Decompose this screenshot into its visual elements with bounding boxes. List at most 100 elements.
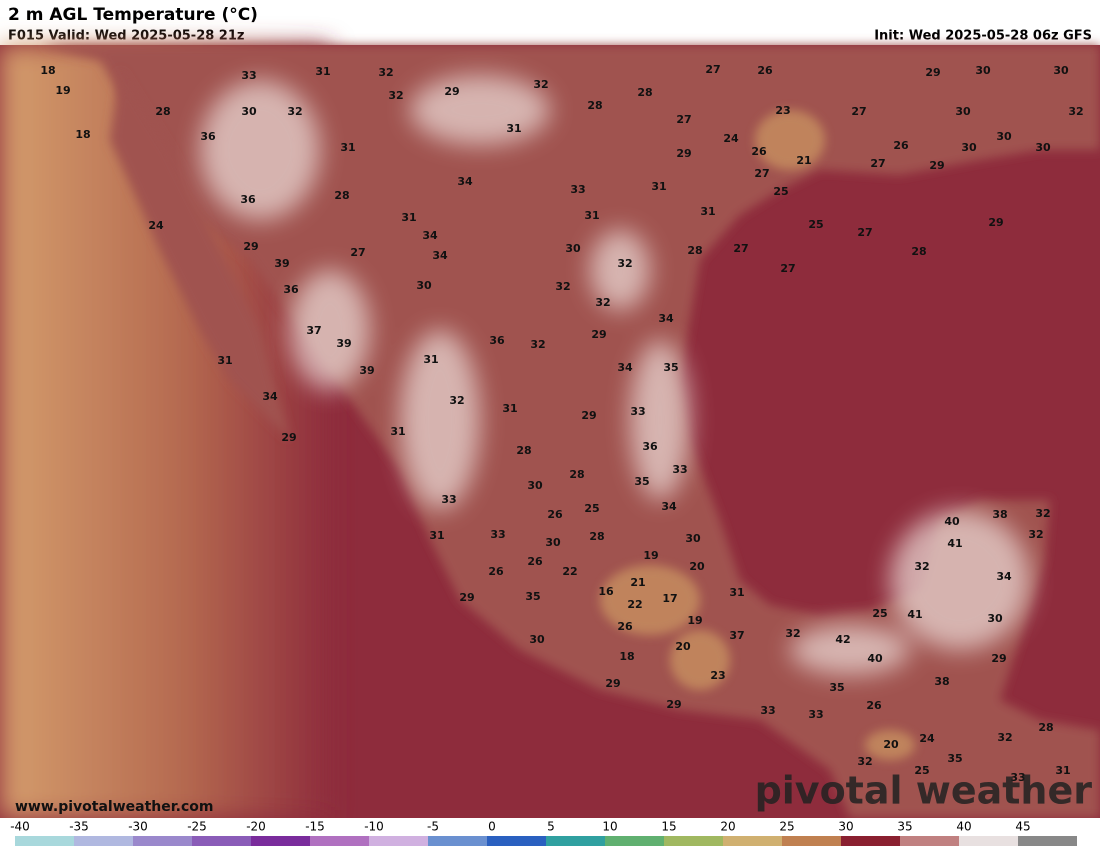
temperature-label: 35 bbox=[525, 590, 540, 603]
temperature-label: 33 bbox=[672, 463, 687, 476]
temperature-label: 30 bbox=[565, 242, 581, 255]
temperature-label: 32 bbox=[378, 66, 393, 79]
colorbar-segment bbox=[310, 836, 369, 846]
temperature-label: 29 bbox=[676, 147, 691, 160]
colorbar-segment bbox=[546, 836, 605, 846]
colorbar-tick-label: -25 bbox=[187, 820, 207, 834]
temperature-label: 31 bbox=[506, 122, 521, 135]
temperature-label: 25 bbox=[914, 764, 929, 777]
temperature-label: 31 bbox=[729, 586, 744, 599]
temperature-label: 32 bbox=[997, 731, 1012, 744]
valid-time: F015 Valid: Wed 2025-05-28 21z bbox=[8, 29, 244, 44]
temperature-label: 26 bbox=[617, 620, 633, 633]
colorbar-segment bbox=[900, 836, 959, 846]
temperature-label: 31 bbox=[401, 211, 416, 224]
temperature-label: 32 bbox=[388, 89, 403, 102]
colorbar-segment bbox=[15, 836, 74, 846]
temperature-label: 32 bbox=[595, 296, 610, 309]
temperature-label: 28 bbox=[589, 530, 604, 543]
temperature-label: 32 bbox=[449, 394, 464, 407]
temperature-label: 37 bbox=[729, 629, 744, 642]
temperature-label: 30 bbox=[961, 141, 977, 154]
temperature-label: 27 bbox=[733, 242, 748, 255]
temperature-label: 29 bbox=[991, 652, 1006, 665]
temperature-label: 34 bbox=[617, 361, 633, 374]
temperature-label: 40 bbox=[944, 515, 960, 528]
colorbar-tick-label: 10 bbox=[602, 820, 617, 834]
temperature-label: 35 bbox=[829, 681, 844, 694]
temperature-label: 26 bbox=[751, 145, 767, 158]
temperature-label: 30 bbox=[241, 105, 257, 118]
temperature-label: 31 bbox=[423, 353, 438, 366]
temperature-label: 27 bbox=[780, 262, 795, 275]
temperature-label: 23 bbox=[775, 104, 790, 117]
temperature-label: 34 bbox=[996, 570, 1012, 583]
colorbar-segment bbox=[369, 836, 428, 846]
temperature-label: 25 bbox=[872, 607, 887, 620]
temperature-label: 36 bbox=[283, 283, 299, 296]
temperature-label: 32 bbox=[857, 755, 872, 768]
temperature-label: 34 bbox=[432, 249, 448, 262]
temperature-label: 27 bbox=[350, 246, 365, 259]
temperature-label: 19 bbox=[55, 84, 70, 97]
colorbar-tick-label: 45 bbox=[1015, 820, 1030, 834]
temperature-label: 29 bbox=[459, 591, 474, 604]
temperature-label: 26 bbox=[866, 699, 882, 712]
temperature-label: 18 bbox=[75, 128, 90, 141]
temperature-label: 36 bbox=[642, 440, 658, 453]
temperature-label: 28 bbox=[911, 245, 926, 258]
temperature-label: 20 bbox=[883, 738, 899, 751]
temperature-label: 29 bbox=[581, 409, 596, 422]
colorbar-segment bbox=[959, 836, 1018, 846]
map bbox=[0, 45, 1100, 818]
temperature-label: 32 bbox=[1068, 105, 1083, 118]
temperature-label: 38 bbox=[934, 675, 949, 688]
temperature-label: 28 bbox=[155, 105, 170, 118]
colorbar-tick-label: -15 bbox=[305, 820, 325, 834]
temperature-label: 32 bbox=[1028, 528, 1043, 541]
temperature-label: 25 bbox=[808, 218, 823, 231]
temperature-label: 40 bbox=[867, 652, 883, 665]
colorbar-tick-label: -20 bbox=[246, 820, 266, 834]
colorbar-segment bbox=[74, 836, 133, 846]
temperature-label: 22 bbox=[627, 598, 642, 611]
temperature-label: 19 bbox=[643, 549, 658, 562]
temperature-label: 29 bbox=[605, 677, 620, 690]
temperature-label: 29 bbox=[988, 216, 1003, 229]
temperature-label: 27 bbox=[870, 157, 885, 170]
colorbar-tick-label: 30 bbox=[838, 820, 853, 834]
colorbar-tick-label: 40 bbox=[956, 820, 971, 834]
temperature-label: 33 bbox=[808, 708, 823, 721]
temperature-label: 25 bbox=[584, 502, 599, 515]
temperature-label: 24 bbox=[723, 132, 739, 145]
temperature-label: 31 bbox=[651, 180, 666, 193]
temperature-label: 32 bbox=[914, 560, 929, 573]
temperature-label: 34 bbox=[661, 500, 677, 513]
temperature-label: 28 bbox=[569, 468, 584, 481]
colorbar-segment bbox=[664, 836, 723, 846]
temperature-label: 30 bbox=[416, 279, 432, 292]
temperature-label: 39 bbox=[359, 364, 374, 377]
temperature-label: 33 bbox=[760, 704, 775, 717]
colorbar-tick-label: 35 bbox=[897, 820, 912, 834]
colorbar-tick-label: -10 bbox=[364, 820, 384, 834]
temperature-label: 32 bbox=[1035, 507, 1050, 520]
temperature-label: 31 bbox=[217, 354, 232, 367]
temperature-label: 32 bbox=[287, 105, 302, 118]
temperature-label: 29 bbox=[281, 431, 296, 444]
logo: pivotal weather bbox=[755, 769, 1093, 813]
temperature-label: 24 bbox=[919, 732, 935, 745]
temperature-label: 32 bbox=[555, 280, 570, 293]
temperature-label: 33 bbox=[1010, 771, 1025, 784]
temperature-label: 31 bbox=[700, 205, 715, 218]
temperature-label: 18 bbox=[40, 64, 55, 77]
temperature-label: 21 bbox=[630, 576, 645, 589]
temperature-label: 25 bbox=[773, 185, 788, 198]
temperature-label: 33 bbox=[241, 69, 256, 82]
temperature-label: 28 bbox=[516, 444, 531, 457]
colorbar-segment bbox=[782, 836, 841, 846]
temperature-label: 29 bbox=[591, 328, 606, 341]
temperature-label: 26 bbox=[527, 555, 543, 568]
temperature-label: 27 bbox=[857, 226, 872, 239]
temperature-label: 28 bbox=[587, 99, 602, 112]
